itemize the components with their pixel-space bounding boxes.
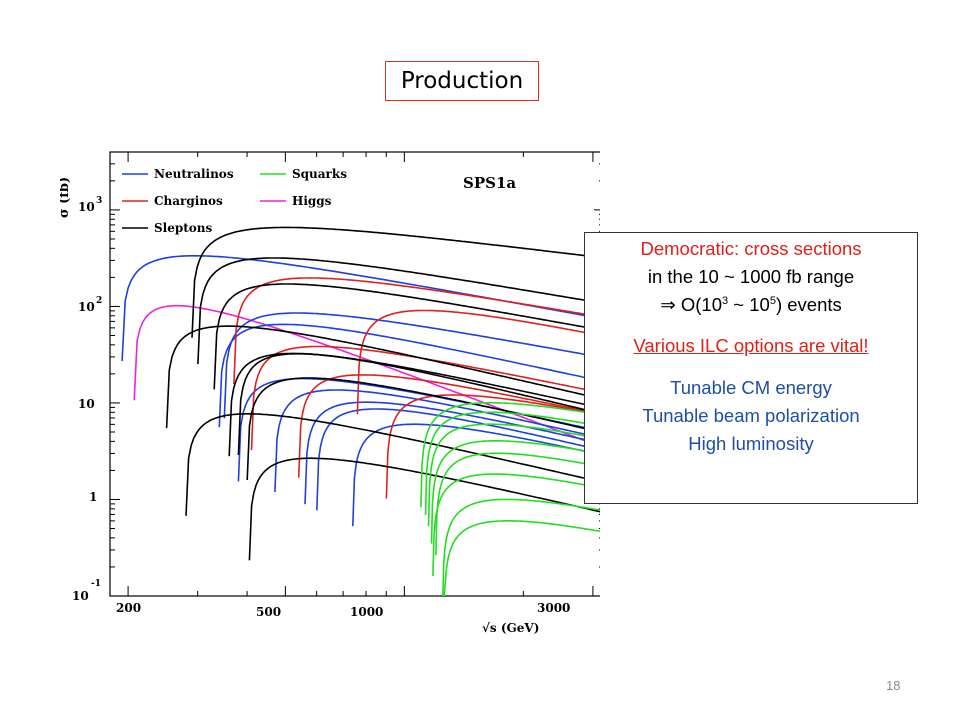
info-line-range: in the 10 ~ 1000 fb range — [647, 265, 855, 287]
cross-section-plot: Neutralinos Squarks Charginos Higgs Slep… — [60, 140, 600, 640]
option-beam-polarization: Tunable beam polarization — [642, 404, 860, 426]
neutralino-curve — [304, 401, 600, 505]
neutralino-curve — [218, 323, 600, 428]
y-tick-label-10: 10 — [78, 397, 95, 411]
plot-frame — [109, 151, 600, 597]
y-tick-label-1e3: 10 3 — [78, 196, 102, 214]
legend: Neutralinos Squarks Charginos Higgs Slep… — [122, 167, 347, 235]
legend-item-squarks: Squarks — [260, 167, 347, 181]
neutralino-curve — [316, 408, 600, 511]
squark-curve — [430, 440, 600, 544]
x-tick-label-500: 500 — [256, 605, 281, 619]
slepton-curve — [237, 353, 600, 456]
slepton-curve — [191, 226, 600, 338]
svg-text:1: 1 — [89, 490, 97, 504]
chargino-curve — [233, 277, 600, 385]
svg-text:3: 3 — [96, 196, 102, 206]
neutralino-curve — [274, 389, 600, 493]
svg-text:2: 2 — [96, 296, 102, 306]
squark-curve — [424, 411, 600, 516]
slepton-curve — [197, 257, 600, 365]
axis-ticks — [110, 152, 600, 597]
slide-title: Production — [400, 68, 524, 94]
squark-curve — [435, 452, 600, 556]
chargino-curve — [356, 309, 600, 415]
legend-item-charginos: Charginos — [122, 194, 223, 208]
squark-curve — [432, 473, 600, 577]
option-high-luminosity: High luminosity — [688, 432, 814, 454]
svg-text:10: 10 — [78, 200, 95, 214]
legend-item-higgs: Higgs — [260, 194, 332, 208]
democratic-word: Democratic — [640, 238, 735, 259]
vital-line: Various ILC options are vital! — [633, 335, 869, 357]
page-number: 18 — [886, 678, 901, 693]
chargino-curve — [250, 345, 600, 451]
option-cm-energy: Tunable CM energy — [670, 377, 832, 398]
info-box: Democratic: cross sections in the 10 ~ 1… — [584, 232, 918, 504]
svg-text:Sleptons: Sleptons — [154, 221, 213, 235]
y-tick-label-1: 1 — [89, 490, 97, 504]
x-tick-label-3000: 3000 — [537, 601, 570, 615]
svg-text:Higgs: Higgs — [292, 194, 332, 208]
legend-item-neutralinos: Neutralinos — [122, 167, 234, 181]
svg-text:-1: -1 — [91, 579, 101, 589]
chargino-curve — [297, 374, 600, 478]
slepton-curve — [213, 283, 600, 390]
svg-text:10: 10 — [78, 300, 95, 314]
slepton-curve — [248, 457, 600, 561]
x-tick-label-200: 200 — [116, 601, 141, 615]
neutralino-curve — [223, 312, 600, 419]
legend-item-sleptons: Sleptons — [122, 221, 213, 235]
higgs-curve — [133, 304, 600, 448]
x-axis-label: √s (GeV) — [482, 621, 539, 635]
info-line-democratic: Democratic: cross sections — [640, 238, 862, 259]
squark-curve — [420, 401, 600, 508]
squark-curve — [427, 423, 600, 527]
slepton-curve — [185, 413, 600, 516]
slepton-curve — [246, 377, 600, 481]
y-tick-labels: 10 3 10 2 10 1 10-1 — [72, 196, 102, 603]
curves — [121, 226, 600, 597]
y-tick-label-1e-1: 10-1 — [72, 579, 101, 603]
y-axis-label: σ (fb) — [60, 177, 72, 218]
chargino-curve — [385, 394, 600, 499]
svg-text:Neutralinos: Neutralinos — [154, 167, 234, 181]
squark-curve — [442, 498, 600, 597]
svg-text:Charginos: Charginos — [154, 194, 223, 208]
svg-text:10: 10 — [72, 589, 89, 603]
slepton-curve — [165, 325, 600, 429]
info-line-events: ⇒ O(103 ~ 105) events — [660, 293, 842, 315]
x-tick-label-1000: 1000 — [350, 605, 383, 619]
title-box: Production — [385, 61, 539, 101]
plot-label: SPS1a — [463, 174, 516, 192]
svg-text:Squarks: Squarks — [292, 167, 347, 181]
squark-curve — [443, 520, 600, 597]
y-tick-label-1e2: 10 2 — [78, 296, 102, 314]
svg-text:10: 10 — [78, 397, 95, 411]
